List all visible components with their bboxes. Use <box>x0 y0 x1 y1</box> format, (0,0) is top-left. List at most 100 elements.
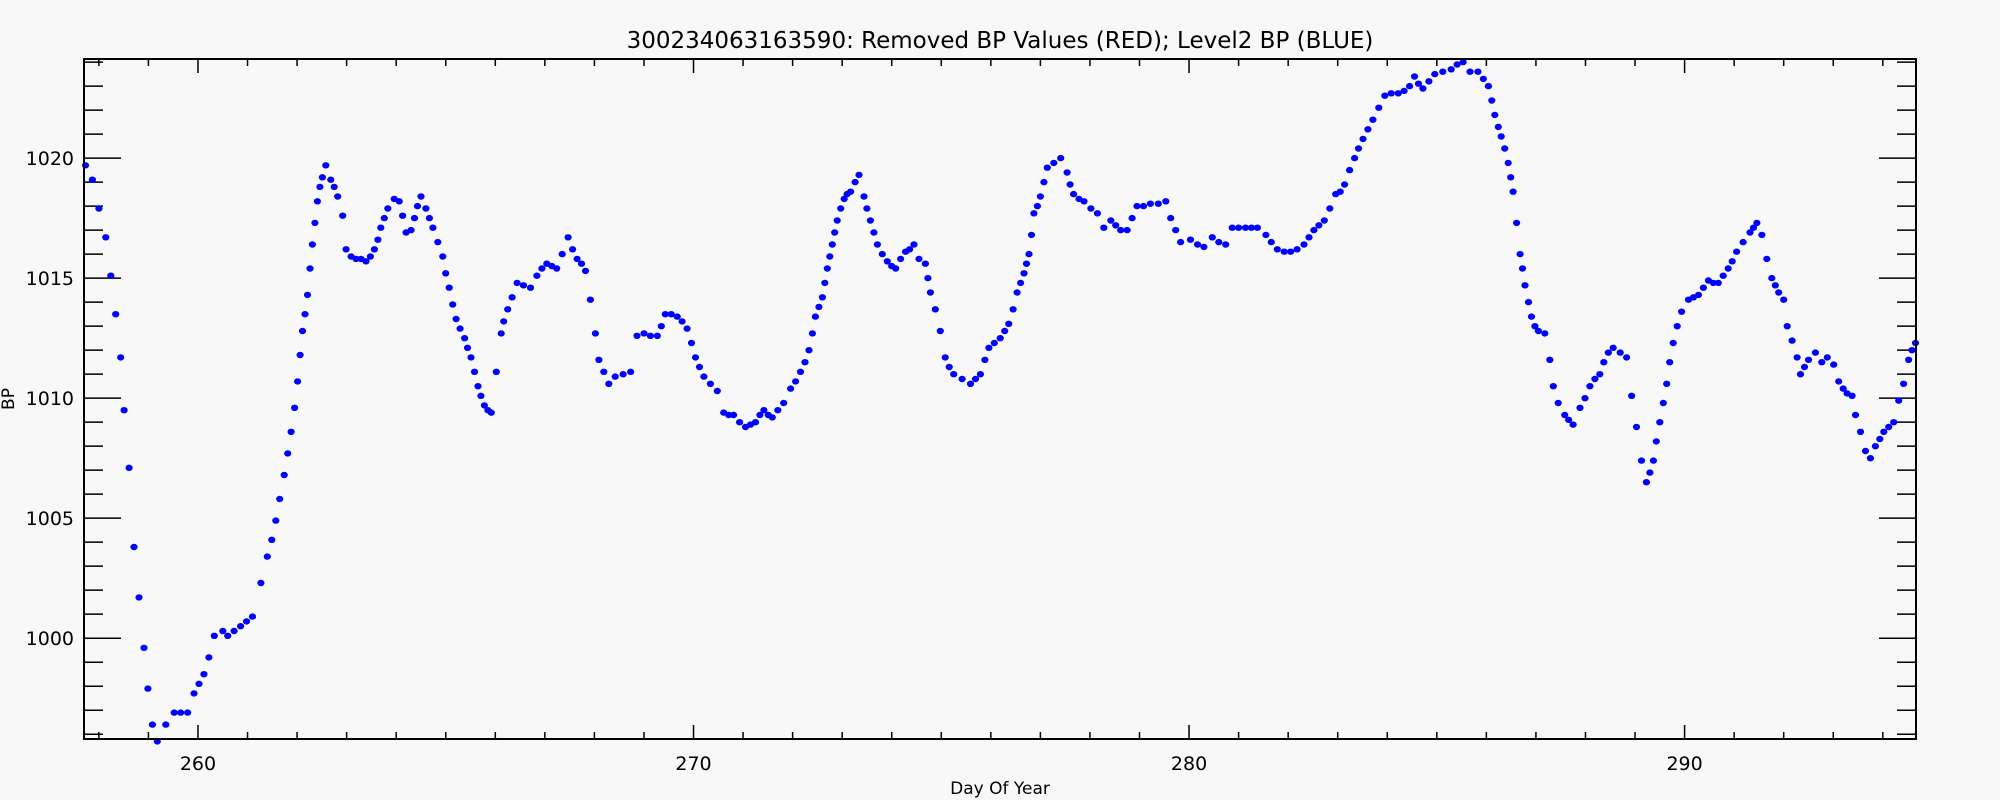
bp-data-point <box>736 419 744 426</box>
bp-data-point <box>316 183 324 191</box>
bp-data-point <box>1491 111 1499 119</box>
bp-data-point <box>1414 80 1423 87</box>
bp-data-point <box>190 690 198 697</box>
bp-data-point <box>1050 159 1058 167</box>
bp-data-point <box>966 380 975 387</box>
bp-data-point <box>619 371 627 378</box>
bp-data-point <box>847 188 855 195</box>
bp-data-point <box>897 255 905 263</box>
bp-data-point <box>1310 226 1318 234</box>
bp-data-point <box>330 183 338 191</box>
bp-data-point <box>1036 193 1044 200</box>
bp-data-point <box>1425 78 1433 85</box>
y-tick-label: 1015 <box>26 268 74 290</box>
bp-data-point <box>1699 284 1707 291</box>
bp-data-point <box>808 330 817 337</box>
bp-data-point <box>1300 241 1308 248</box>
bp-data-point <box>823 265 831 272</box>
bp-data-point <box>1851 411 1860 419</box>
bp-data-point <box>422 205 430 212</box>
bp-data-point <box>463 344 472 351</box>
bp-data-point <box>1673 323 1681 330</box>
bp-data-point <box>322 162 330 169</box>
bp-data-point <box>1208 234 1216 241</box>
x-tick-label: 260 <box>180 753 216 775</box>
bp-data-point <box>1830 361 1838 368</box>
bp-data-point <box>117 354 125 361</box>
bp-data-point <box>1656 419 1664 426</box>
bp-data-point <box>1652 438 1660 445</box>
bp-data-point <box>751 419 760 426</box>
bp-data-point <box>990 339 998 347</box>
bp-data-point <box>1780 296 1788 303</box>
bp-data-point <box>538 265 546 272</box>
bp-data-point <box>287 428 295 435</box>
bp-data-point <box>1709 279 1717 287</box>
bp-data-point <box>327 176 335 183</box>
bp-data-point <box>1293 246 1301 253</box>
bp-data-point <box>461 335 469 342</box>
bp-data-point <box>801 359 809 366</box>
bp-data-point <box>1172 226 1180 234</box>
bp-data-point <box>1315 222 1323 229</box>
bp-data-point <box>263 553 271 560</box>
bp-data-point <box>586 296 595 303</box>
bp-data-point <box>1600 359 1608 366</box>
bp-data-point <box>374 236 382 243</box>
bp-data-point <box>1804 356 1813 363</box>
bp-data-point <box>1100 224 1108 231</box>
bp-data-point <box>1666 359 1674 366</box>
bp-data-point <box>1381 92 1389 99</box>
bp-data-point <box>342 246 350 253</box>
bp-data-point <box>519 282 528 289</box>
bp-data-point <box>1783 323 1791 330</box>
bp-data-point <box>1642 479 1650 486</box>
bp-data-point <box>553 265 561 272</box>
bp-data-point <box>1262 231 1270 239</box>
chart-title: 300234063163590: Removed BP Values (RED)… <box>627 28 1374 54</box>
bp-data-point <box>950 371 958 378</box>
bp-data-point <box>500 318 508 325</box>
bp-data-point <box>1885 423 1893 431</box>
bp-data-point <box>474 383 482 390</box>
y-tick-label: 1020 <box>26 148 74 170</box>
bp-data-point <box>1320 217 1328 224</box>
bp-data-point <box>1080 198 1088 205</box>
bp-data-point <box>1025 250 1033 258</box>
bp-data-point <box>1466 68 1474 75</box>
bp-data-point <box>504 306 512 313</box>
bp-data-point <box>1509 188 1517 195</box>
bp-data-point <box>280 471 288 479</box>
bp-data-point <box>1066 181 1074 188</box>
bp-data-point <box>135 594 143 601</box>
bp-data-point <box>976 371 985 378</box>
bp-data-point <box>442 270 450 277</box>
bp-data-point <box>1818 359 1826 366</box>
bp-data-point <box>653 332 661 339</box>
bp-data-point <box>399 212 407 219</box>
bp-data-point <box>294 378 302 385</box>
bp-data-point <box>237 623 245 630</box>
bp-data-point <box>95 205 103 212</box>
bp-data-point <box>1400 87 1408 95</box>
bp-data-point <box>533 272 541 279</box>
bp-data-point <box>941 354 949 361</box>
bp-data-point <box>1749 224 1758 231</box>
bp-data-point <box>1005 320 1013 327</box>
bp-data-point <box>452 315 460 323</box>
bp-data-point <box>1305 234 1313 241</box>
bp-data-point <box>870 229 878 236</box>
bp-data-point <box>667 311 675 318</box>
bp-data-point <box>1273 246 1281 253</box>
bp-data-point <box>1546 356 1554 363</box>
bp-data-point <box>1040 178 1048 186</box>
bp-data-point <box>1739 238 1747 246</box>
bp-data-point <box>1848 392 1856 399</box>
bp-data-point <box>1410 73 1419 80</box>
bp-data-point <box>1030 210 1038 217</box>
bp-data-point <box>370 246 378 253</box>
bp-data-point <box>268 536 276 543</box>
bp-data-point <box>1541 330 1549 337</box>
bp-data-point <box>1905 356 1913 363</box>
bp-data-point <box>1394 90 1402 97</box>
